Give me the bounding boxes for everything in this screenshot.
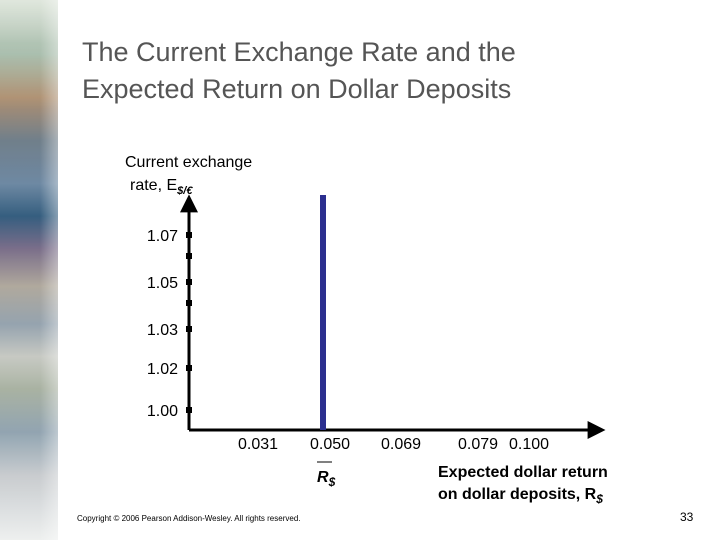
- y-tick-mark: [186, 407, 192, 413]
- y-axis-label-main: rate, E: [130, 177, 177, 194]
- y-tick-label: 1.05: [147, 275, 178, 292]
- x-tick-label: 0.031: [238, 436, 278, 453]
- y-tick-mark: [186, 365, 192, 371]
- x-tick-label: 0.079: [458, 436, 498, 453]
- y-axis-label-subscript: $/€: [176, 185, 193, 197]
- x-tick-label: 0.050: [310, 436, 350, 453]
- y-tick-label: 1.02: [147, 361, 178, 378]
- x-tick-label: 0.100: [509, 436, 549, 453]
- slide-title-line-2: Expected Return on Dollar Deposits: [82, 74, 512, 104]
- r-dollar-label-subscript: $: [328, 475, 336, 489]
- x-axis-label-line-1: Expected dollar return: [438, 464, 608, 481]
- side-image-fade: [40, 0, 85, 540]
- y-tick-label: 1.03: [147, 322, 178, 339]
- y-tick-mark: [186, 279, 192, 285]
- slide-title-line-1: The Current Exchange Rate and the: [82, 37, 516, 67]
- r-dollar-label-main: R: [317, 469, 329, 486]
- y-tick-label: 1.00: [147, 403, 178, 420]
- x-ticks: 0.031 0.050 0.069 0.079 0.100: [238, 436, 549, 453]
- x-axis-label-main: on dollar deposits, R: [438, 486, 597, 503]
- x-axis-label-subscript: $: [595, 492, 603, 506]
- page-number: 33: [680, 510, 694, 524]
- y-minor-tick-mark: [186, 300, 192, 306]
- x-tick-label: 0.069: [381, 436, 421, 453]
- y-tick-label: 1.07: [147, 228, 178, 245]
- y-axis-label-line-2: rate, E$/€: [130, 177, 193, 197]
- y-minor-tick-mark: [186, 253, 192, 259]
- x-axis-label-line-2: on dollar deposits, R$: [438, 486, 603, 506]
- r-dollar-label: R$: [317, 469, 336, 489]
- y-tick-mark: [186, 326, 192, 332]
- y-ticks: 1.07 1.05 1.03 1.02 1.00: [147, 228, 192, 420]
- y-axis-label-line-1: Current exchange: [125, 154, 252, 171]
- slide-title: The Current Exchange Rate and the Expect…: [82, 34, 642, 108]
- copyright-footer: Copyright © 2006 Pearson Addison-Wesley.…: [77, 514, 301, 523]
- y-tick-mark: [186, 232, 192, 238]
